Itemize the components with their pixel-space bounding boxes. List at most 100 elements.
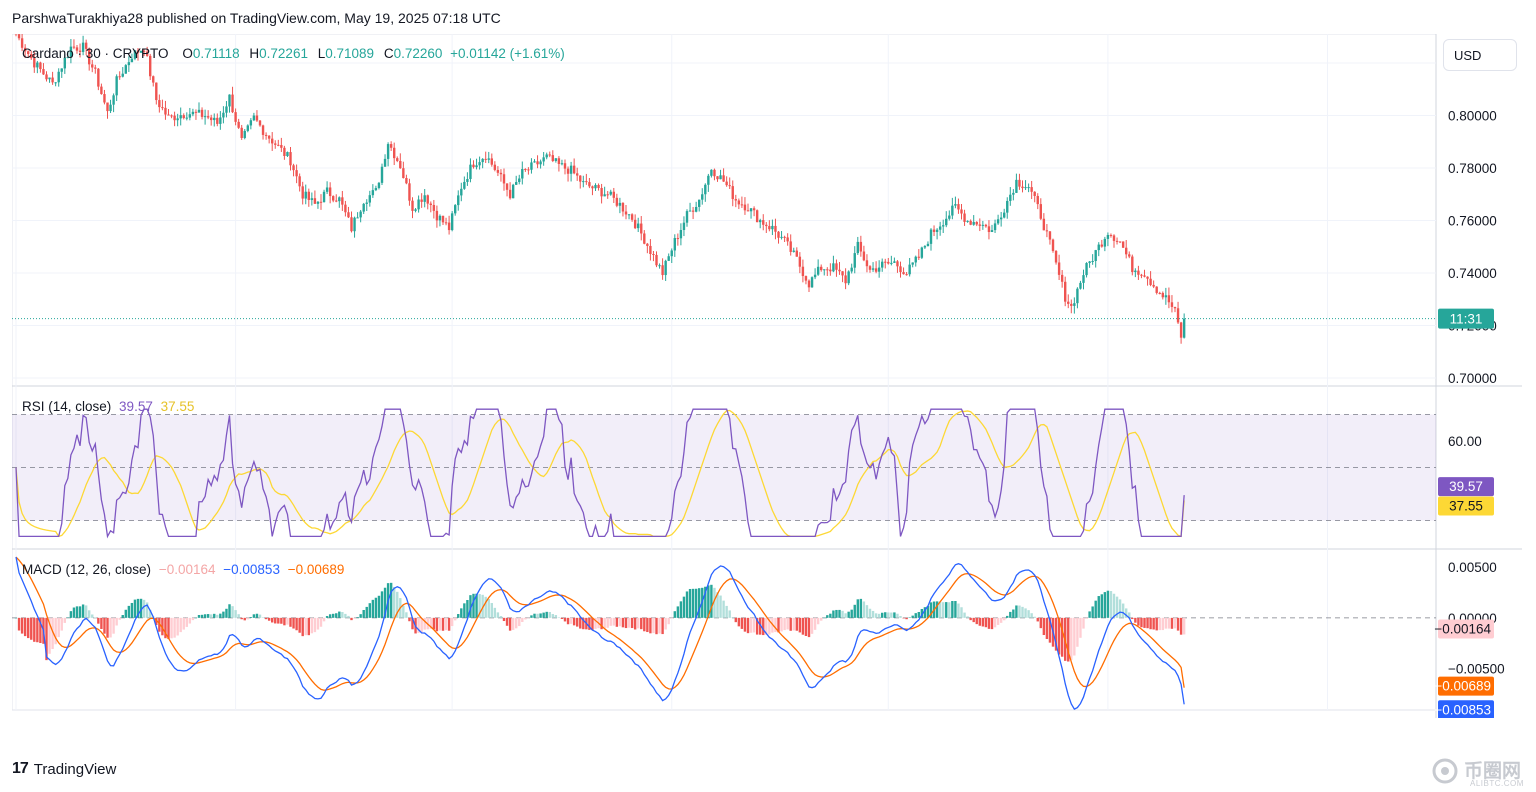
- candle-body: [746, 210, 750, 212]
- currency-button[interactable]: USD: [1443, 39, 1517, 71]
- candle-body: [850, 267, 853, 272]
- macd-histogram-bar: [865, 605, 869, 618]
- candle-body: [350, 217, 353, 232]
- candle-body: [533, 161, 536, 163]
- macd-histogram-bar: [722, 600, 725, 618]
- macd-histogram-bar: [423, 617, 426, 630]
- macd-histogram-bar: [237, 614, 240, 618]
- macd-histogram-bar: [432, 617, 436, 630]
- candle-body: [30, 53, 33, 59]
- candle-body: [393, 147, 396, 159]
- macd-histogram-bar: [682, 596, 686, 618]
- candle-body: [804, 276, 808, 281]
- candle-body: [865, 260, 869, 267]
- symbol-name[interactable]: Cardano · 30 · CRYPTO: [22, 46, 169, 61]
- candle-body: [923, 246, 927, 248]
- candle-body: [1115, 240, 1119, 242]
- rsi-title[interactable]: RSI (14, close): [22, 399, 112, 414]
- macd-histogram-bar: [51, 617, 54, 650]
- macd-histogram-bar: [57, 617, 60, 638]
- macd-histogram-bar: [1167, 617, 1171, 629]
- high-value: 0.72261: [259, 46, 308, 61]
- macd-histogram-bar: [987, 617, 991, 629]
- macd-histogram-bar: [1115, 596, 1119, 618]
- macd-histogram-bar: [713, 587, 716, 618]
- candle-body: [1018, 179, 1021, 187]
- macd-histogram-bar: [545, 611, 548, 618]
- candle-body: [920, 247, 924, 258]
- candle-body: [234, 112, 237, 122]
- macd-histogram-bar: [490, 603, 493, 618]
- macd-histogram-bar: [640, 617, 643, 630]
- macd-histogram-bar: [155, 617, 158, 626]
- macd-histogram-bar: [170, 617, 173, 639]
- countdown-label: 11:31: [1450, 312, 1483, 327]
- macd-histogram-bar: [188, 617, 192, 624]
- candle-body: [63, 57, 66, 69]
- candle-body: [246, 125, 249, 131]
- macd-histogram-bar: [554, 615, 558, 618]
- macd-histogram-bar: [740, 617, 744, 629]
- candle-body: [283, 147, 286, 157]
- candle-body: [280, 145, 283, 148]
- macd-histogram-bar: [993, 617, 997, 628]
- candle-body: [258, 120, 262, 126]
- macd-histogram-bar: [45, 617, 48, 661]
- macd-histogram-bar: [1125, 608, 1128, 618]
- candle-body: [450, 213, 454, 231]
- candle-body: [389, 144, 393, 148]
- macd-histogram-bar: [868, 608, 872, 618]
- macd-histogram-bar: [926, 605, 930, 618]
- candle-body: [1112, 235, 1116, 241]
- candle-body: [704, 184, 707, 195]
- candle-body: [600, 187, 603, 197]
- candle-body: [225, 106, 228, 113]
- candle-body: [801, 266, 805, 277]
- candle-body: [496, 169, 500, 173]
- candle-body: [502, 174, 506, 184]
- candle-body: [1079, 282, 1082, 289]
- tradingview-mark-icon: 17: [12, 760, 29, 777]
- macd-histogram-bar: [945, 602, 948, 618]
- macd-histogram-bar: [1128, 612, 1131, 618]
- macd-histogram-bar: [173, 617, 176, 638]
- macd-histogram-bar: [1057, 617, 1061, 655]
- candle-body: [60, 68, 63, 72]
- macd-histogram-bar: [887, 612, 890, 618]
- macd-histogram-bar: [820, 617, 823, 621]
- candle-body: [823, 269, 826, 271]
- candle-body: [423, 195, 426, 202]
- candle-body: [267, 135, 271, 139]
- low-value: 0.71089: [325, 46, 375, 61]
- candle-body: [145, 51, 149, 56]
- candle-body: [881, 261, 884, 268]
- macd-histogram-bar: [1118, 599, 1122, 618]
- candle-body: [27, 51, 30, 54]
- macd-histogram-bar: [78, 606, 82, 618]
- macd-histogram-bar: [325, 616, 329, 618]
- candle-body: [359, 211, 362, 218]
- candle-body: [1057, 262, 1061, 275]
- macd-title[interactable]: MACD (12, 26, close): [22, 562, 152, 577]
- candle-body: [88, 48, 91, 65]
- chart-svg[interactable]: 141516171819200.820000.800000.780000.760…: [12, 34, 1522, 718]
- candle-body: [371, 190, 375, 196]
- macd-histogram-bar: [658, 617, 661, 634]
- macd-histogram-bar: [322, 617, 326, 622]
- candle-body: [1009, 194, 1012, 201]
- macd-line-value: −0.00853: [223, 562, 280, 577]
- tradingview-logo[interactable]: 17 TradingView: [12, 760, 116, 778]
- macd-histogram-bar: [548, 611, 551, 618]
- rsi-ma-badge-text: 37.55: [1449, 498, 1483, 513]
- candle-body: [664, 260, 667, 276]
- macd-histogram-bar: [124, 609, 127, 618]
- candle-body: [557, 158, 561, 164]
- rsi-legend: RSI (14, close) 39.57 37.55: [22, 399, 198, 414]
- macd-histogram-bar: [643, 617, 646, 632]
- macd-histogram-bar: [698, 588, 701, 618]
- macd-histogram-bar: [630, 617, 634, 629]
- macd-histogram-bar: [551, 614, 554, 618]
- macd-histogram-bar: [136, 598, 140, 618]
- macd-histogram-bar: [990, 617, 994, 630]
- candle-body: [884, 261, 887, 263]
